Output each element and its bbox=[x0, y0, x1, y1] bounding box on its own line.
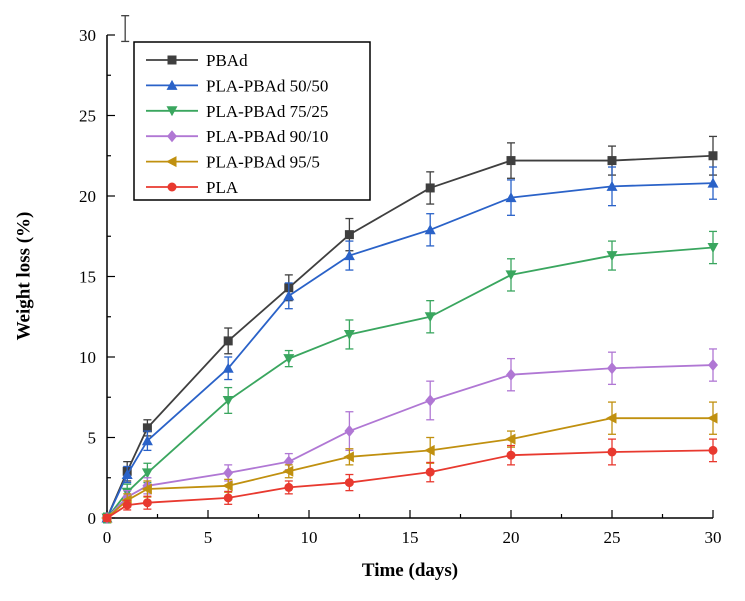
legend-entry: PBAd bbox=[146, 51, 248, 70]
data-point-marker bbox=[141, 435, 153, 446]
x-tick-label: 15 bbox=[402, 528, 419, 547]
data-point-marker bbox=[167, 182, 177, 192]
data-point-marker bbox=[424, 224, 436, 235]
series-line bbox=[106, 449, 714, 519]
series-line bbox=[106, 246, 714, 519]
data-point-marker bbox=[102, 513, 112, 523]
data-point-marker bbox=[167, 130, 177, 143]
legend-label: PLA bbox=[206, 178, 239, 197]
axis-ticks bbox=[106, 34, 714, 519]
data-point-marker bbox=[166, 156, 177, 168]
legend-entry: PLA bbox=[146, 178, 239, 197]
data-point-marker bbox=[505, 192, 517, 203]
data-point-marker bbox=[424, 444, 435, 456]
data-point-marker bbox=[506, 450, 516, 460]
data-point-marker bbox=[223, 493, 233, 503]
data-point-marker bbox=[707, 177, 719, 188]
series-pla-pbad-50-50 bbox=[101, 166, 719, 524]
data-point-marker bbox=[506, 368, 516, 381]
data-point-marker bbox=[344, 230, 354, 240]
data-point-marker bbox=[343, 250, 355, 261]
data-point-marker bbox=[344, 425, 355, 438]
data-point-marker bbox=[122, 500, 132, 510]
legend-entry: PLA-PBAd 75/25 bbox=[146, 102, 328, 121]
data-point-marker bbox=[708, 359, 718, 372]
data-point-marker bbox=[707, 243, 719, 254]
data-point-marker bbox=[344, 478, 354, 488]
data-point-marker bbox=[167, 55, 177, 65]
data-point-marker bbox=[708, 445, 718, 455]
y-tick-label: 25 bbox=[79, 107, 96, 126]
data-point-marker bbox=[708, 151, 718, 161]
series-pbad bbox=[102, 135, 718, 524]
series-line bbox=[106, 364, 714, 519]
data-point-marker bbox=[607, 447, 617, 457]
series-line bbox=[106, 154, 714, 519]
tick-labels: 0 5 10 15 20 25 30 0 5 10 15 20 25 30 bbox=[79, 26, 722, 547]
x-tick-label: 10 bbox=[301, 528, 318, 547]
series-line bbox=[106, 417, 713, 519]
data-point-marker bbox=[606, 251, 618, 262]
legend-label: PLA-PBAd 50/50 bbox=[206, 76, 328, 95]
stray-error-bar bbox=[121, 15, 130, 43]
data-point-marker bbox=[141, 468, 153, 479]
x-tick-label: 20 bbox=[503, 528, 520, 547]
data-point-marker bbox=[283, 354, 295, 365]
data-point-marker bbox=[121, 469, 133, 480]
data-point-marker bbox=[222, 480, 233, 492]
data-point-marker bbox=[223, 336, 233, 346]
data-point-marker bbox=[223, 466, 234, 479]
y-tick-label: 10 bbox=[79, 348, 96, 367]
data-point-marker bbox=[343, 329, 355, 340]
legend-entry: PLA-PBAd 90/10 bbox=[146, 127, 328, 146]
data-point-marker bbox=[166, 106, 178, 117]
legend-label: PLA-PBAd 95/5 bbox=[206, 153, 320, 172]
data-point-marker bbox=[283, 290, 295, 301]
y-tick-label: 20 bbox=[79, 187, 96, 206]
x-tick-label: 30 bbox=[705, 528, 722, 547]
data-point-marker bbox=[505, 270, 517, 281]
data-point-marker bbox=[343, 451, 354, 463]
legend-box bbox=[133, 41, 371, 201]
x-tick-label: 5 bbox=[204, 528, 213, 547]
data-point-marker bbox=[607, 362, 617, 375]
data-point-marker bbox=[606, 180, 618, 191]
data-point-marker bbox=[282, 465, 294, 477]
y-tick-label: 15 bbox=[79, 268, 96, 287]
data-point-marker bbox=[424, 312, 436, 323]
series-pla-pbad-90-10 bbox=[102, 348, 718, 524]
y-tick-label: 0 bbox=[88, 509, 97, 528]
data-point-marker bbox=[607, 156, 617, 166]
legend-label: PLA-PBAd 90/10 bbox=[206, 127, 328, 146]
data-point-marker bbox=[222, 395, 234, 406]
data-point-marker bbox=[141, 483, 152, 495]
data-point-marker bbox=[506, 156, 516, 166]
data-point-marker bbox=[284, 482, 294, 492]
legend-entry: PLA-PBAd 95/5 bbox=[146, 153, 320, 172]
series-pla bbox=[102, 438, 718, 523]
data-point-marker bbox=[505, 433, 516, 445]
y-tick-label: 30 bbox=[79, 26, 96, 45]
legend: PBAd PLA-PBAd 50/50 PLA-PBAd 75/25 PLA-PBAd… bbox=[133, 41, 371, 201]
data-point-marker bbox=[425, 394, 436, 407]
data-point-marker bbox=[166, 79, 178, 90]
data-point-marker bbox=[142, 423, 152, 433]
data-point-marker bbox=[707, 412, 718, 424]
data-point-marker bbox=[142, 498, 152, 508]
legend-label: PBAd bbox=[206, 51, 248, 70]
data-point-marker bbox=[425, 183, 435, 193]
y-tick-label: 5 bbox=[88, 429, 97, 448]
legend-label: PLA-PBAd 75/25 bbox=[206, 102, 328, 121]
x-tick-label: 0 bbox=[103, 528, 112, 547]
x-tick-label: 25 bbox=[604, 528, 621, 547]
series-pla-pbad-95-5 bbox=[101, 401, 718, 524]
data-point-marker bbox=[222, 362, 234, 373]
data-point-marker bbox=[606, 412, 617, 424]
series-line bbox=[106, 182, 714, 519]
legend-entry: PLA-PBAd 50/50 bbox=[146, 76, 328, 95]
data-point-marker bbox=[425, 467, 435, 477]
